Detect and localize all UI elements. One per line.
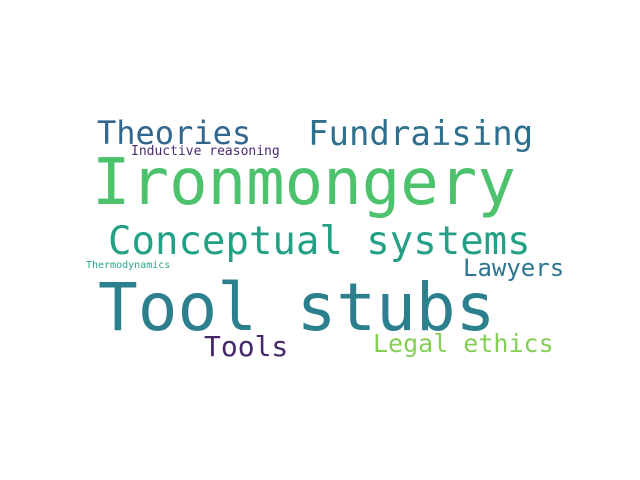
word-thermodynamics: Thermodynamics <box>86 260 171 271</box>
word-conceptual-systems: Conceptual systems <box>108 219 531 264</box>
word-theories: Theories <box>97 114 252 152</box>
word-ironmongery: Ironmongery <box>92 146 516 220</box>
word-fundraising: Fundraising <box>308 114 534 154</box>
word-tool-stubs: Tool stubs <box>98 269 496 346</box>
word-legal-ethics: Legal ethics <box>373 329 554 358</box>
word-tools: Tools <box>204 330 289 363</box>
word-lawyers: Lawyers <box>463 254 565 282</box>
word-inductive-reasoning: Inductive reasoning <box>131 144 280 159</box>
